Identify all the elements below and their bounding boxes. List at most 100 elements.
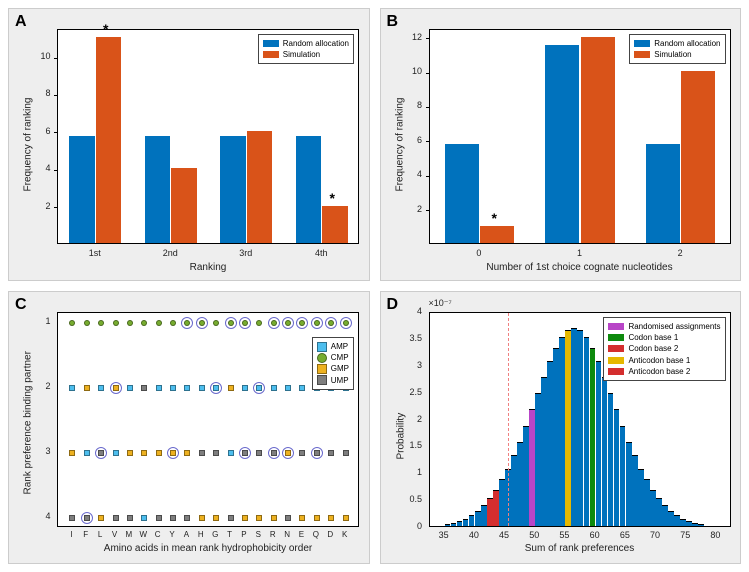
highlight-ring — [95, 447, 107, 459]
highlight-ring — [268, 317, 280, 329]
marker-GMP — [242, 515, 248, 521]
hist-bar — [445, 524, 451, 526]
hist-bar — [662, 505, 668, 526]
hist-bar — [559, 337, 565, 526]
hist-bar — [469, 515, 475, 526]
hist-bar — [475, 511, 481, 527]
bar — [646, 144, 680, 243]
overlay-bar — [487, 499, 493, 526]
highlight-ring — [296, 317, 308, 329]
marker-CMP — [127, 320, 133, 326]
marker-CMP — [98, 320, 104, 326]
marker-GMP — [228, 385, 234, 391]
marker-UMP — [156, 515, 162, 521]
highlight-ring — [282, 447, 294, 459]
legend: Random allocationSimulation — [629, 34, 725, 64]
panel-d-label: D — [387, 296, 399, 314]
bar — [69, 136, 94, 244]
hist-bar — [523, 426, 529, 526]
marker-UMP — [199, 450, 205, 456]
marker-UMP — [113, 515, 119, 521]
marker-UMP — [141, 385, 147, 391]
marker-CMP — [84, 320, 90, 326]
figure-grid: A **Random allocationSimulation2468101st… — [8, 8, 741, 564]
marker-AMP — [228, 450, 234, 456]
bar — [145, 136, 170, 244]
highlight-ring — [311, 447, 323, 459]
marker-CMP — [113, 320, 119, 326]
hist-bar — [541, 377, 547, 526]
hist-bar — [620, 426, 626, 526]
marker-AMP — [156, 385, 162, 391]
bar — [220, 136, 245, 244]
hist-bar — [535, 393, 541, 526]
bar — [545, 45, 579, 243]
hist-bar — [457, 521, 463, 526]
highlight-ring — [81, 512, 93, 524]
marker-GMP — [141, 450, 147, 456]
marker-GMP — [299, 515, 305, 521]
significance-star: * — [329, 190, 334, 206]
marker-UMP — [285, 515, 291, 521]
marker-AMP — [170, 385, 176, 391]
hist-bar — [553, 348, 559, 526]
bar — [171, 168, 196, 243]
highlight-ring — [268, 447, 280, 459]
overlay-bar — [493, 491, 499, 526]
hist-bar — [499, 479, 505, 526]
hist-bar — [608, 393, 614, 526]
marker-GMP — [127, 450, 133, 456]
hist-bar — [602, 377, 608, 526]
marker-AMP — [271, 385, 277, 391]
marker-CMP — [141, 320, 147, 326]
legend: Randomised assignmentsCodon base 1Codon … — [603, 317, 725, 381]
marker-GMP — [156, 450, 162, 456]
bar — [681, 71, 715, 243]
marker-GMP — [314, 515, 320, 521]
marker-AMP — [285, 385, 291, 391]
highlight-ring — [225, 317, 237, 329]
bar — [96, 37, 121, 243]
hist-bar — [451, 523, 457, 526]
highlight-ring — [239, 317, 251, 329]
hist-bar — [577, 330, 583, 526]
plot-area: Randomised assignmentsCodon base 1Codon … — [429, 312, 731, 527]
hist-bar — [614, 409, 620, 526]
bar — [445, 144, 479, 243]
hist-bar — [626, 442, 632, 526]
marker-CMP — [170, 320, 176, 326]
marker-CMP — [69, 320, 75, 326]
panel-c-label: C — [15, 296, 27, 314]
marker-GMP — [328, 515, 334, 521]
panel-b: B **Random allocationSimulation246810120… — [380, 8, 742, 281]
threshold-line — [508, 313, 509, 526]
marker-GMP — [199, 515, 205, 521]
legend: Random allocationSimulation — [258, 34, 354, 64]
hist-bar — [674, 515, 680, 526]
highlight-ring — [167, 447, 179, 459]
marker-UMP — [184, 515, 190, 521]
hist-bar — [644, 479, 650, 526]
marker-AMP — [299, 385, 305, 391]
overlay-bar — [529, 410, 535, 526]
hist-bar — [517, 442, 523, 526]
marker-AMP — [84, 450, 90, 456]
marker-CMP — [156, 320, 162, 326]
highlight-ring — [110, 382, 122, 394]
panel-a: A **Random allocationSimulation2468101st… — [8, 8, 370, 281]
marker-AMP — [242, 385, 248, 391]
hist-bar — [481, 505, 487, 526]
marker-AMP — [127, 385, 133, 391]
panel-c: C AMPCMPGMPUMP1234IFLVMWCYAHGTPSRNEQDKRa… — [8, 291, 370, 564]
highlight-ring — [239, 447, 251, 459]
marker-UMP — [328, 450, 334, 456]
marker-GMP — [98, 515, 104, 521]
marker-UMP — [299, 450, 305, 456]
hist-bar — [680, 519, 686, 526]
highlight-ring — [210, 382, 222, 394]
marker-GMP — [343, 515, 349, 521]
marker-CMP — [213, 320, 219, 326]
plot-area: AMPCMPGMPUMP — [57, 312, 359, 527]
bar — [247, 131, 272, 243]
marker-CMP — [256, 320, 262, 326]
